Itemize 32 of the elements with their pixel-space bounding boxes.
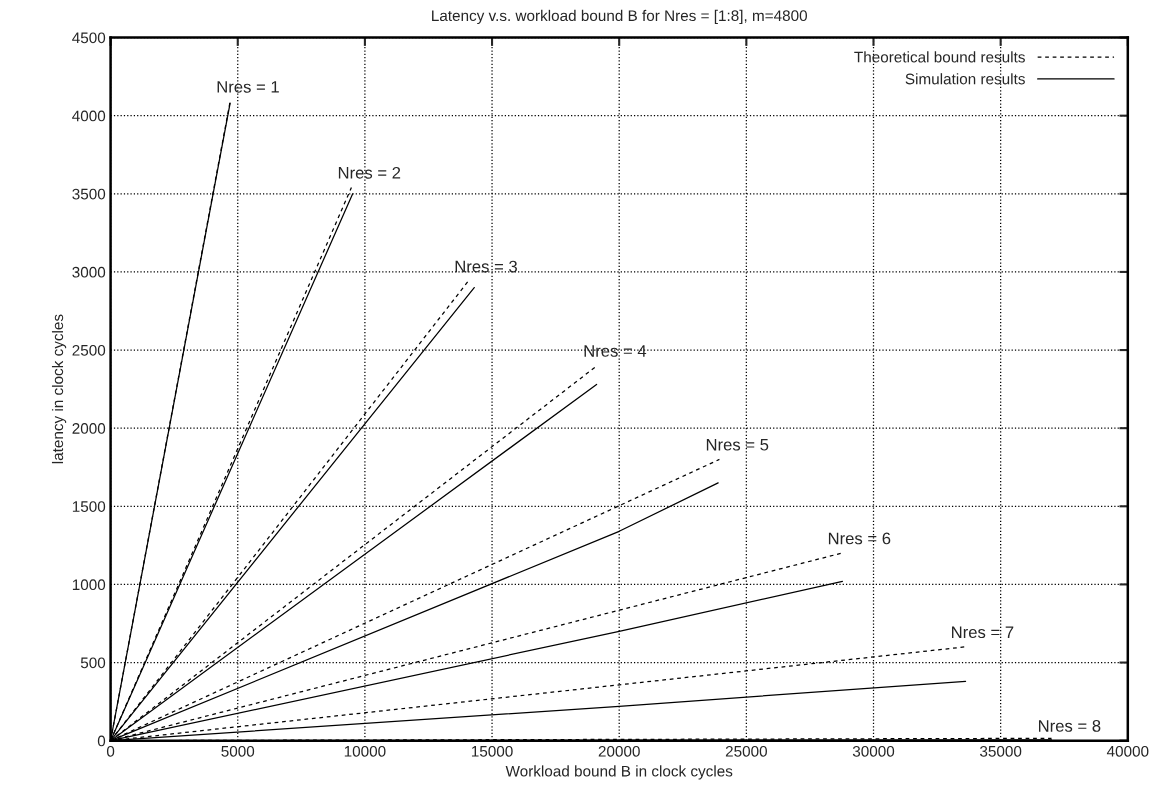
x-tick-label: 15000 xyxy=(471,745,513,757)
annotation: Nres = 8 xyxy=(1039,720,1101,732)
y-tick-label: 1000 xyxy=(72,579,106,591)
y-tick-label: 3500 xyxy=(72,188,106,200)
legend-label: Theoretical bound results xyxy=(854,51,1025,63)
x-tick-label: 35000 xyxy=(980,745,1022,757)
annotation: Nres = 7 xyxy=(952,626,1014,639)
x-tick-label: 25000 xyxy=(725,745,767,757)
y-tick-label: 500 xyxy=(80,657,106,669)
x-tick-label: 30000 xyxy=(852,745,895,757)
x-tick-label: 5000 xyxy=(221,745,255,757)
chart-title: Latency v.s. workload bound B for Nres = [1:8], m=4800 xyxy=(432,9,807,25)
legend-label: Simulation results xyxy=(905,73,1025,85)
annotation: Nres = 6 xyxy=(828,532,891,545)
x-tick-label: 0 xyxy=(106,745,115,757)
y-tick-label: 2000 xyxy=(72,423,106,434)
y-tick-label: 1500 xyxy=(72,501,106,512)
x-tick-label: 20000 xyxy=(598,745,640,757)
y-axis-title: latency in clock cycles xyxy=(51,314,67,464)
y-tick-label: 4000 xyxy=(72,110,106,122)
annotation: Nres = 2 xyxy=(338,166,401,179)
annotation: Nres = 5 xyxy=(706,438,769,451)
annotation: Nres = 4 xyxy=(584,345,647,357)
x-tick-label: 40000 xyxy=(1106,745,1149,757)
y-tick-label: 4500 xyxy=(72,32,106,44)
x-tick-label: 10000 xyxy=(344,745,386,757)
annotation: Nres = 3 xyxy=(455,260,517,273)
y-tick-label: 2500 xyxy=(72,344,106,356)
annotation: Nres = 1 xyxy=(217,81,279,93)
y-tick-label: 0 xyxy=(97,735,106,747)
y-tick-label: 3000 xyxy=(72,266,106,278)
x-axis-title: Workload bound B in clock cycles xyxy=(505,765,733,780)
